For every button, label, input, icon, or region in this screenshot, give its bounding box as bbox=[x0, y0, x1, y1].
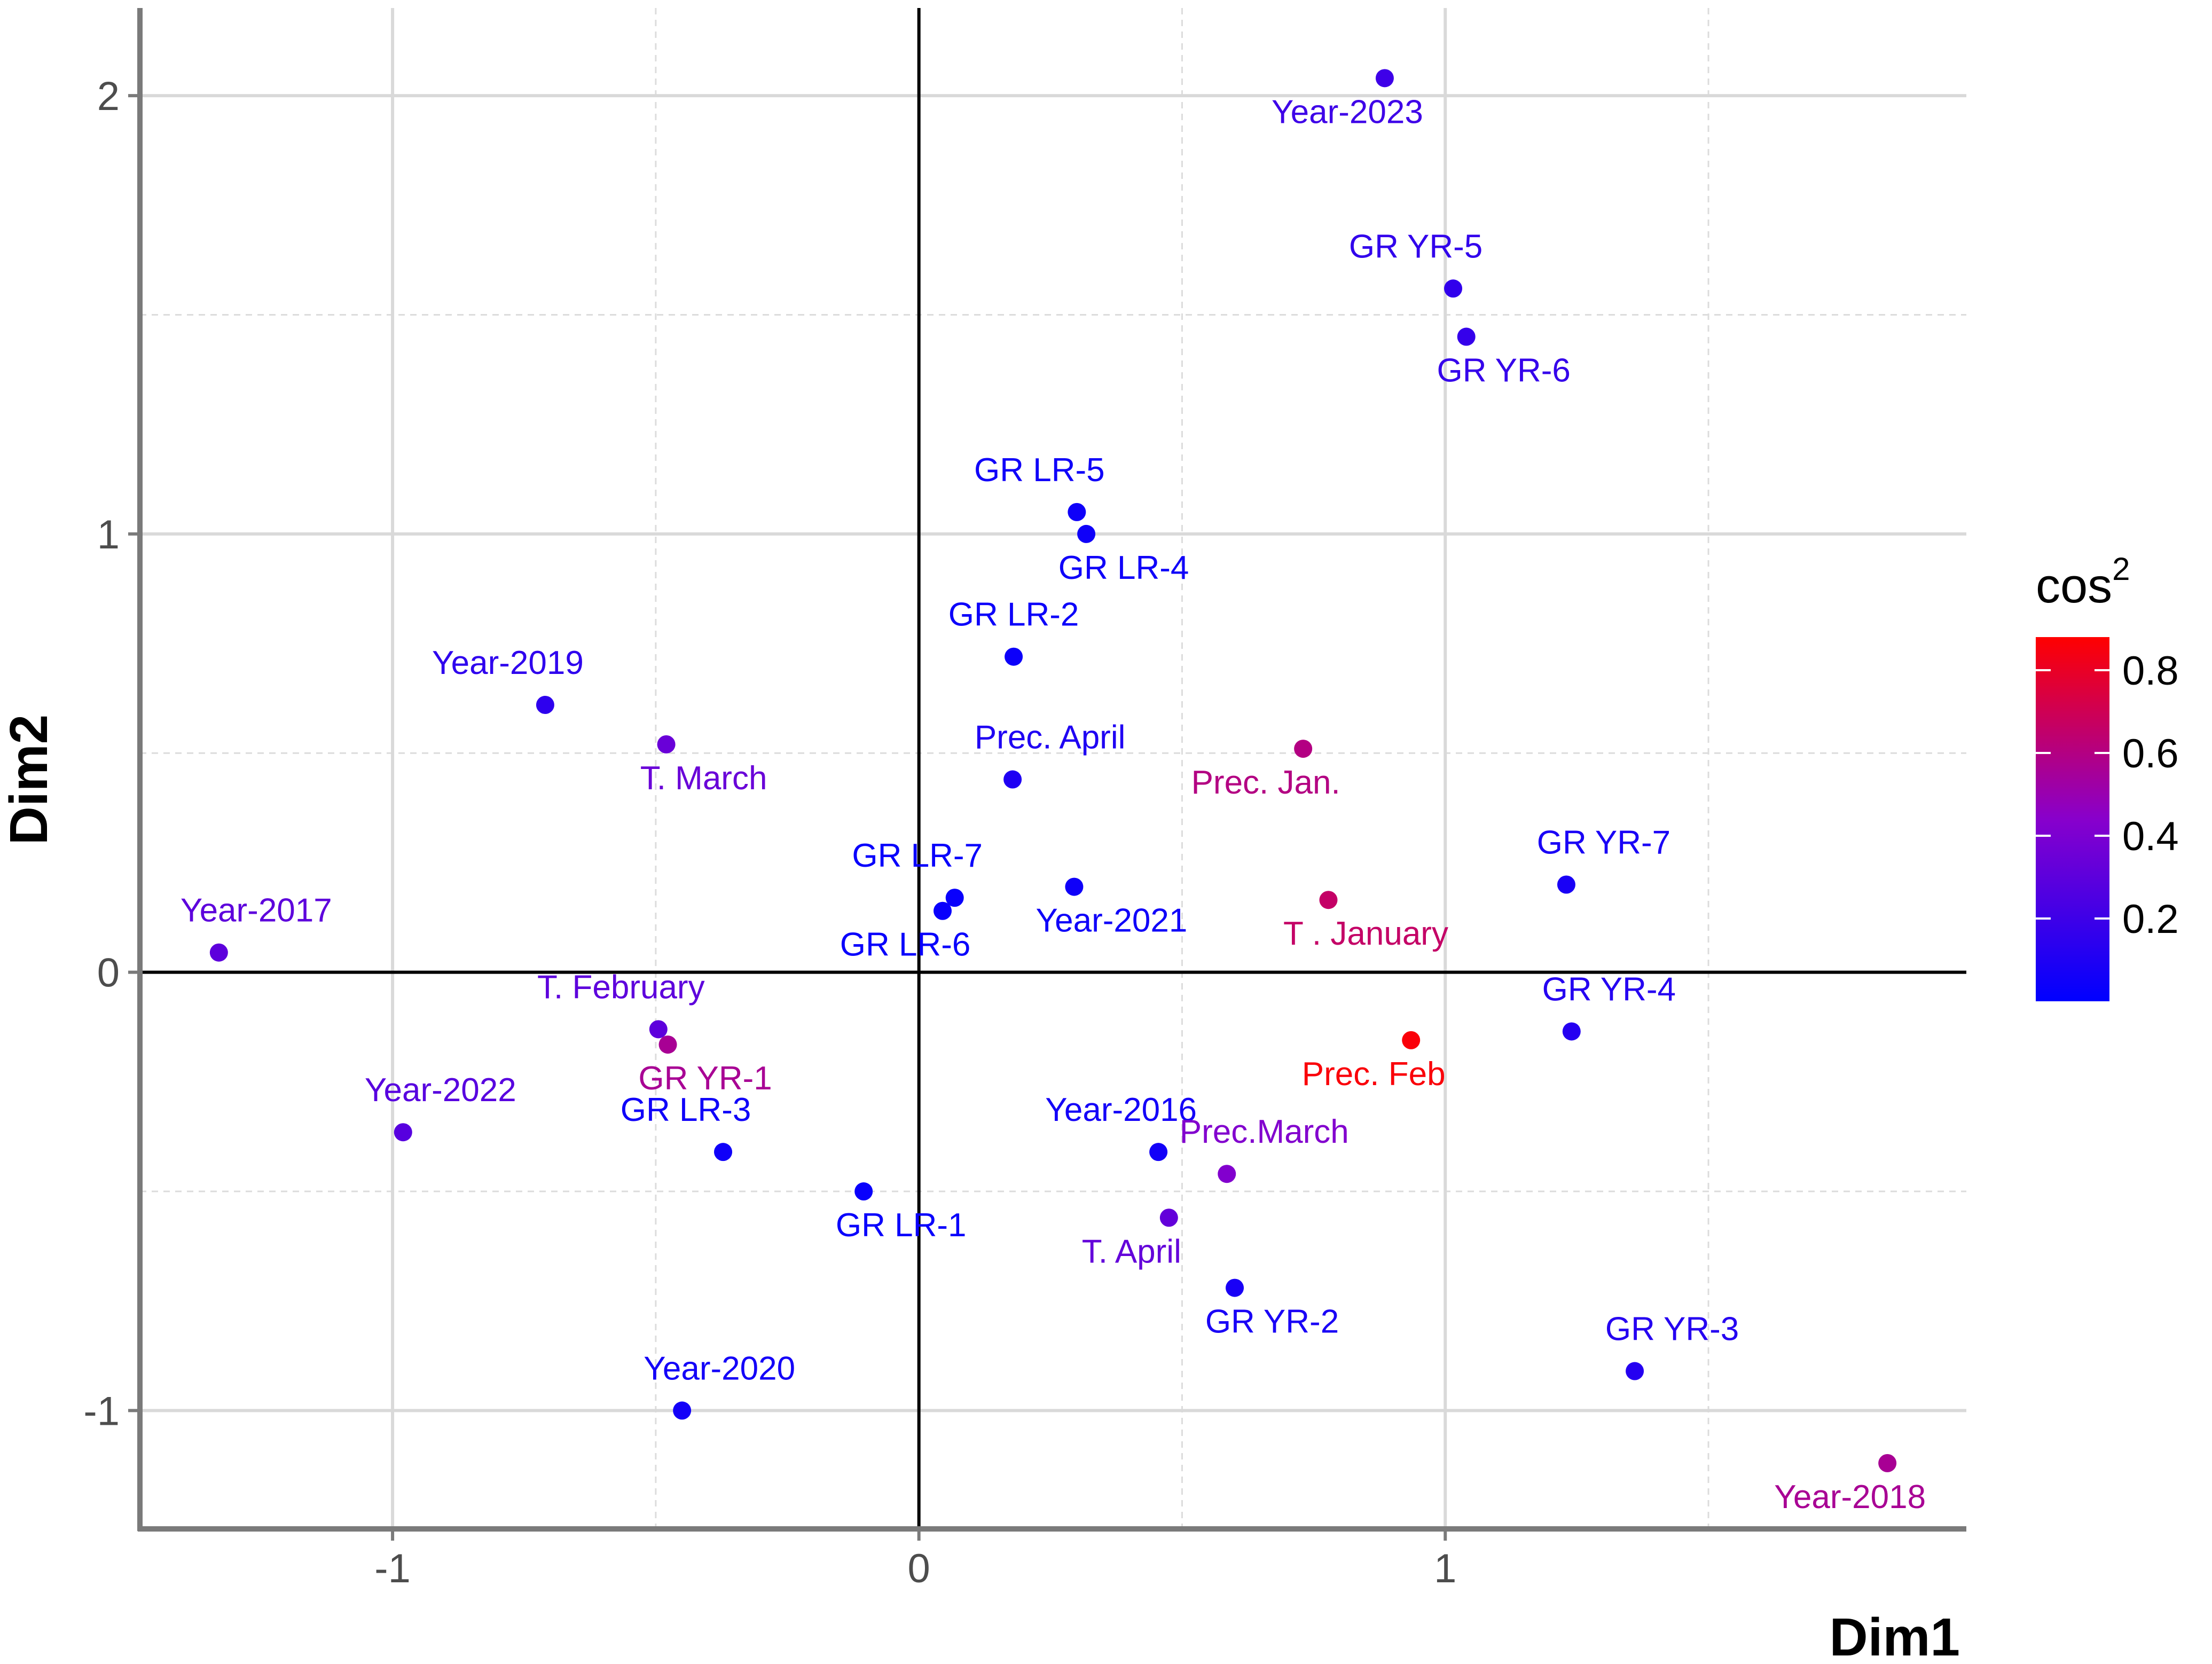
point-gr-lr-6 bbox=[934, 901, 952, 920]
label-t-april: T. April bbox=[1082, 1233, 1181, 1270]
point-gr-yr-5 bbox=[1444, 279, 1463, 298]
point-year-2016 bbox=[1149, 1143, 1168, 1161]
axes bbox=[137, 8, 1966, 1532]
point-year-2021 bbox=[1065, 877, 1084, 896]
x-axis-ticks: -1 0 1 bbox=[374, 1529, 1456, 1591]
label-gr-yr-2: GR YR-2 bbox=[1205, 1304, 1339, 1340]
y-tick-label: 2 bbox=[97, 74, 120, 119]
label-gr-yr-5: GR YR-5 bbox=[1349, 228, 1482, 265]
point-gr-lr-7 bbox=[945, 889, 964, 907]
point-year-2018 bbox=[1878, 1454, 1897, 1472]
y-tick-label: 0 bbox=[97, 951, 120, 996]
label-gr-yr-4: GR YR-4 bbox=[1542, 971, 1676, 1008]
label-gr-lr-1: GR LR-1 bbox=[836, 1207, 967, 1244]
point-t-february bbox=[649, 1020, 668, 1039]
x-tick-label: -1 bbox=[374, 1546, 411, 1591]
point-year-2017 bbox=[209, 943, 228, 962]
label-gr-lr-2: GR LR-2 bbox=[948, 596, 1079, 633]
legend-tick-label: 0.8 bbox=[2122, 648, 2179, 694]
point-prec-march bbox=[1218, 1165, 1236, 1183]
legend-title: cos2 bbox=[2036, 551, 2130, 613]
point-year-2023 bbox=[1375, 69, 1394, 88]
y-tick-label: 1 bbox=[97, 512, 120, 558]
label-year-2020: Year-2020 bbox=[644, 1350, 795, 1387]
point-t-january bbox=[1319, 891, 1338, 909]
point-gr-yr-2 bbox=[1226, 1278, 1244, 1297]
legend-tick-label: 0.2 bbox=[2122, 897, 2179, 942]
label-year-2019: Year-2019 bbox=[432, 645, 584, 681]
point-gr-lr-2 bbox=[1005, 647, 1023, 666]
label-gr-yr-7: GR YR-7 bbox=[1537, 824, 1670, 861]
legend-colorbar bbox=[2036, 637, 2109, 1001]
point-prec-feb bbox=[1402, 1031, 1421, 1049]
legend-ticks: 0.2 0.4 0.6 0.8 bbox=[2036, 648, 2179, 942]
x-tick-label: 0 bbox=[908, 1546, 930, 1591]
point-gr-lr-3 bbox=[714, 1143, 733, 1161]
label-prec-feb: Prec. Feb bbox=[1302, 1056, 1446, 1093]
label-prec-jan: Prec. Jan. bbox=[1191, 764, 1340, 801]
y-axis-ticks: -1 0 1 2 bbox=[83, 74, 140, 1434]
label-year-2018: Year-2018 bbox=[1774, 1479, 1926, 1516]
legend-tick-label: 0.4 bbox=[2122, 814, 2179, 859]
point-year-2020 bbox=[673, 1401, 692, 1420]
x-axis-title: Dim1 bbox=[1829, 1607, 1960, 1664]
label-year-2017: Year-2017 bbox=[181, 892, 332, 929]
label-t-january: T . January bbox=[1283, 915, 1448, 952]
point-gr-yr-7 bbox=[1557, 875, 1575, 894]
point-prec-april bbox=[1003, 770, 1022, 789]
point-t-march bbox=[657, 735, 676, 753]
point-gr-lr-4 bbox=[1077, 524, 1096, 543]
data-points bbox=[209, 69, 1897, 1472]
y-tick-label: -1 bbox=[83, 1388, 120, 1434]
point-gr-yr-1 bbox=[658, 1035, 677, 1054]
label-gr-lr-5: GR LR-5 bbox=[974, 452, 1105, 489]
label-year-2023: Year-2023 bbox=[1272, 93, 1423, 130]
label-gr-lr-6: GR LR-6 bbox=[840, 927, 971, 963]
point-labels: Year-2023 GR YR-5 GR YR-6 GR LR-5 GR LR-4 GR … bbox=[181, 93, 1926, 1516]
label-gr-yr-3: GR YR-3 bbox=[1605, 1311, 1739, 1348]
label-gr-lr-4: GR LR-4 bbox=[1058, 550, 1189, 586]
label-year-2022: Year-2022 bbox=[365, 1072, 516, 1109]
point-gr-lr-5 bbox=[1068, 503, 1086, 521]
label-gr-lr-3: GR LR-3 bbox=[621, 1092, 751, 1128]
legend-tick-label: 0.6 bbox=[2122, 731, 2179, 776]
label-t-march: T. March bbox=[640, 760, 767, 797]
point-gr-yr-3 bbox=[1626, 1362, 1644, 1380]
point-year-2019 bbox=[536, 695, 554, 714]
point-gr-yr-6 bbox=[1457, 327, 1476, 346]
point-gr-lr-1 bbox=[854, 1182, 873, 1201]
label-prec-march: Prec.March bbox=[1180, 1113, 1349, 1150]
label-prec-april: Prec. April bbox=[975, 719, 1126, 756]
y-axis-title: Dim2 bbox=[0, 715, 59, 845]
label-gr-yr-6: GR YR-6 bbox=[1437, 352, 1571, 389]
grid-lines bbox=[140, 8, 1966, 1529]
label-gr-lr-7: GR LR-7 bbox=[852, 837, 983, 874]
point-prec-jan bbox=[1294, 740, 1313, 758]
point-t-april bbox=[1159, 1208, 1178, 1227]
label-year-2021: Year-2021 bbox=[1036, 902, 1188, 939]
reference-lines bbox=[140, 8, 1966, 1529]
label-t-february: T. February bbox=[537, 969, 705, 1006]
point-gr-yr-4 bbox=[1562, 1022, 1581, 1041]
point-year-2022 bbox=[394, 1123, 412, 1142]
color-legend: cos2 0.2 0.4 0.6 0.8 bbox=[2036, 551, 2179, 1001]
x-tick-label: 1 bbox=[1434, 1546, 1456, 1591]
label-gr-yr-1: GR YR-1 bbox=[638, 1060, 772, 1097]
label-year-2016: Year-2016 bbox=[1045, 1092, 1197, 1128]
